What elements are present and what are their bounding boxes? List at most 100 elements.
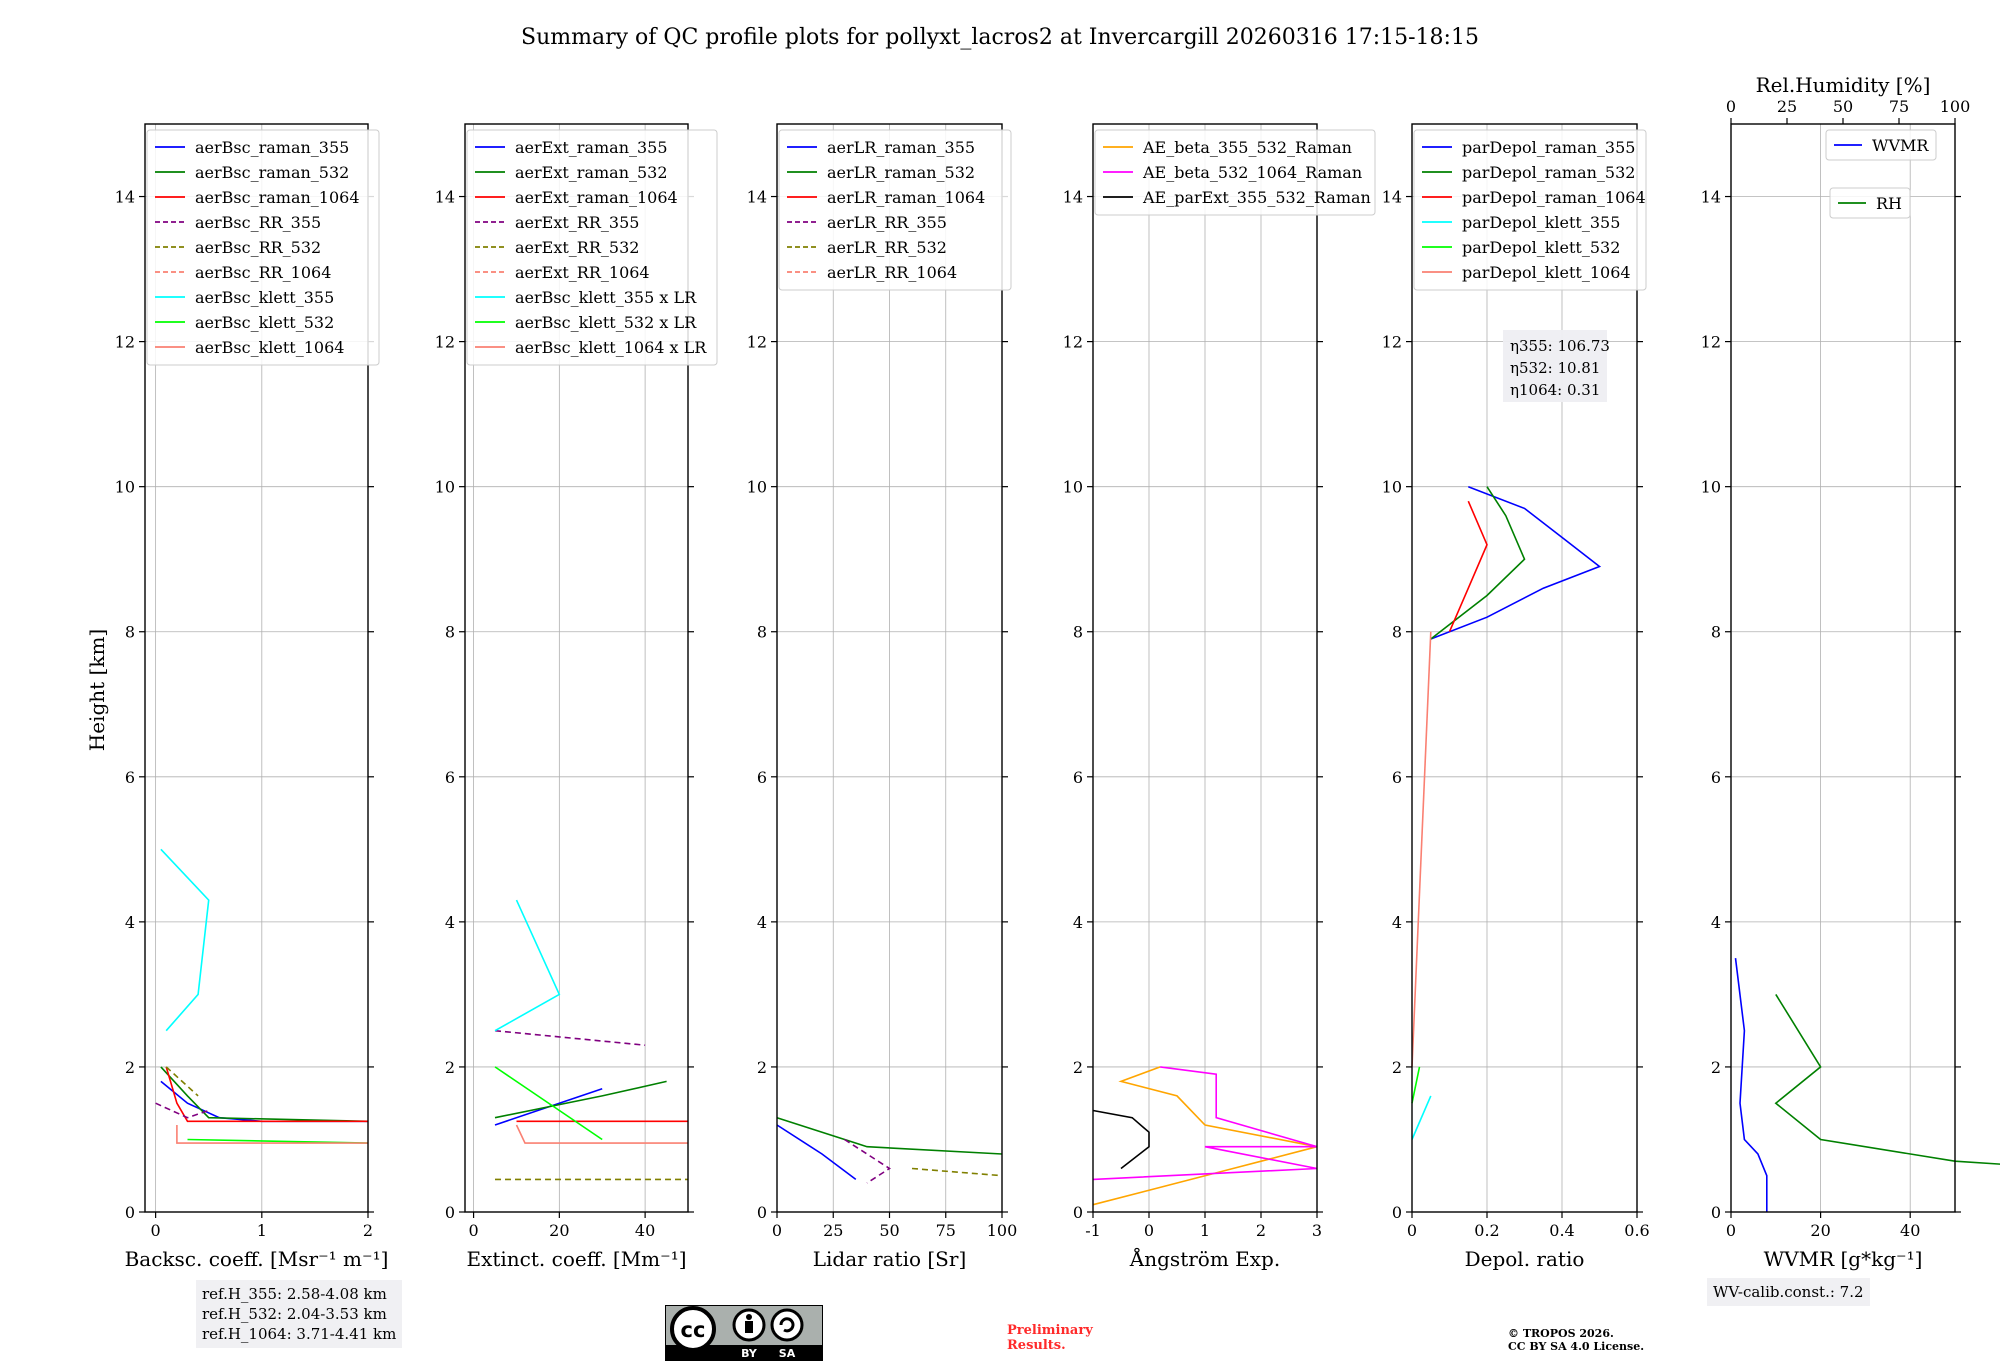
series-line-aerBsc_klett_355 x LR	[494, 899, 561, 1032]
y-tick-label: 2	[445, 1058, 455, 1077]
y-tick-label: 8	[757, 623, 767, 642]
series-line-aerExt_raman_532	[494, 1080, 667, 1119]
legend-label: aerExt_RR_1064	[515, 263, 650, 282]
y-tick-label: 14	[1382, 188, 1402, 207]
ref-height-355: ref.H_355: 2.58-4.08 km	[202, 1285, 387, 1303]
series-line-aerBsc_klett_355	[160, 848, 210, 1032]
top-x-axis-label: Rel.Humidity [%]	[1756, 73, 1931, 97]
figure-title: Summary of QC profile plots for pollyxt_…	[521, 25, 1479, 50]
y-tick-label: 4	[125, 913, 135, 932]
top-x-tick-label: 25	[1777, 97, 1797, 116]
series-line-aerExt_raman_355	[494, 1087, 603, 1126]
x-tick-label: 0	[468, 1221, 478, 1240]
y-tick-label: 0	[1392, 1203, 1402, 1222]
y-tick-label: 14	[435, 188, 455, 207]
y-tick-label: 4	[1711, 913, 1721, 932]
y-tick-label: 14	[115, 188, 135, 207]
series-line-aerLR_raman_532	[776, 1116, 1003, 1155]
series-line-WVMR	[1734, 958, 1768, 1212]
panel-extinction: 0 20 40 Extinct. coeff. [Mm⁻¹] 0 2 4 6 8 10 12 14 ae…	[435, 123, 718, 1271]
legend-label: aerExt_raman_532	[515, 163, 668, 182]
legend-label: aerLR_raman_532	[827, 163, 975, 182]
top-x-tick-label: 0	[1726, 97, 1736, 116]
y-tick-label: 10	[115, 478, 135, 497]
legend-label: parDepol_raman_1064	[1462, 188, 1646, 207]
series-line-aerBsc_klett_532 x LR	[494, 1066, 603, 1141]
x-axis-label: WVMR [g*kg⁻¹]	[1764, 1247, 1923, 1271]
y-tick-label: 10	[1382, 478, 1402, 497]
series-line-aerBsc_klett_1064 x LR	[515, 1124, 688, 1144]
x-tick-label: 25	[823, 1221, 843, 1240]
legend-label: parDepol_klett_355	[1462, 213, 1620, 232]
y-tick-label: 14	[747, 188, 767, 207]
svg-text:BY: BY	[741, 1347, 758, 1360]
y-tick-label: 4	[445, 913, 455, 932]
x-tick-label: 0	[1726, 1221, 1736, 1240]
eta-label: η355: 106.73	[1510, 337, 1610, 355]
legend-label: parDepol_raman_355	[1462, 138, 1635, 157]
legend-label: aerLR_RR_355	[827, 213, 947, 232]
legend-label: aerBsc_raman_1064	[195, 188, 360, 207]
ref-height-box: ref.H_355: 2.58-4.08 km ref.H_532: 2.04-…	[196, 1280, 403, 1348]
x-tick-label: 3	[1312, 1221, 1322, 1240]
ref-height-532: ref.H_532: 2.04-3.53 km	[202, 1305, 387, 1323]
legend-label: aerLR_raman_1064	[827, 188, 985, 207]
y-tick-label: 10	[435, 478, 455, 497]
legend-label: aerExt_raman_355	[515, 138, 668, 157]
y-tick-label: 0	[1073, 1203, 1083, 1222]
legend-label: aerBsc_klett_1064 x LR	[515, 338, 707, 357]
series-line-aerBsc_RR_532	[165, 1066, 199, 1097]
series-line-aerBsc_RR_355	[155, 1102, 209, 1119]
legend-label: aerBsc_raman_532	[195, 163, 349, 182]
preliminary-results-note: Preliminary Results.	[1007, 1323, 1093, 1353]
y-tick-label: 8	[445, 623, 455, 642]
legend-label: aerExt_RR_355	[515, 213, 639, 232]
x-tick-label: 0.2	[1474, 1221, 1499, 1240]
ref-height-1064: ref.H_1064: 3.71-4.41 km	[202, 1325, 397, 1343]
y-tick-label: 6	[1073, 768, 1083, 787]
y-tick-label: 2	[1711, 1058, 1721, 1077]
eta-box	[1503, 330, 1607, 402]
y-tick-label: 0	[757, 1203, 767, 1222]
panel-lidar_ratio: 0 25 50 75 100 Lidar ratio [Sr] 0 2 4 6 8 10 12 14 aer…	[747, 123, 1018, 1271]
x-axis-label: Ångström Exp.	[1129, 1246, 1280, 1271]
y-tick-label: 6	[757, 768, 767, 787]
legend-label: parDepol_raman_532	[1462, 163, 1635, 182]
y-tick-label: 2	[757, 1058, 767, 1077]
axes-frame	[464, 123, 689, 1213]
legend-label: aerLR_RR_1064	[827, 263, 957, 282]
x-tick-label: 1	[257, 1221, 267, 1240]
legend-label: aerExt_raman_1064	[515, 188, 678, 207]
svg-text:cc: cc	[681, 1318, 706, 1342]
x-tick-label: 0.6	[1624, 1221, 1649, 1240]
y-tick-label: 4	[757, 913, 767, 932]
legend-label: aerBsc_klett_355	[195, 288, 334, 307]
y-tick-label: 6	[1392, 768, 1402, 787]
y-tick-label: 12	[435, 333, 455, 352]
y-tick-label: 10	[1701, 478, 1721, 497]
legend-box	[1413, 129, 1647, 291]
legend-box	[778, 129, 1012, 291]
y-tick-label: 10	[1063, 478, 1083, 497]
series-line-aerBsc_klett_1064	[176, 1125, 368, 1144]
eta-label: η1064: 0.31	[1510, 381, 1600, 399]
y-tick-label: 6	[125, 768, 135, 787]
x-tick-label: 75	[936, 1221, 956, 1240]
series-line-parDepol_raman_355	[1430, 485, 1602, 640]
y-tick-label: 14	[1701, 188, 1721, 207]
y-tick-label: 0	[445, 1203, 455, 1222]
y-tick-label: 2	[125, 1058, 135, 1077]
x-tick-label: 100	[987, 1221, 1018, 1240]
series-line-aerBsc_raman_532	[160, 1066, 369, 1123]
wv-calib-box: WV-calib.const.: 7.2	[1707, 1278, 1870, 1306]
y-tick-label: 6	[445, 768, 455, 787]
series-line-parDepol_raman_532	[1430, 486, 1526, 640]
y-tick-label: 0	[125, 1203, 135, 1222]
x-tick-label: 20	[1810, 1221, 1830, 1240]
x-tick-label: 40	[1900, 1221, 1920, 1240]
x-tick-label: 20	[549, 1221, 569, 1240]
y-tick-label: 12	[1382, 333, 1402, 352]
series-line-aerBsc_raman_1064	[165, 1066, 368, 1123]
